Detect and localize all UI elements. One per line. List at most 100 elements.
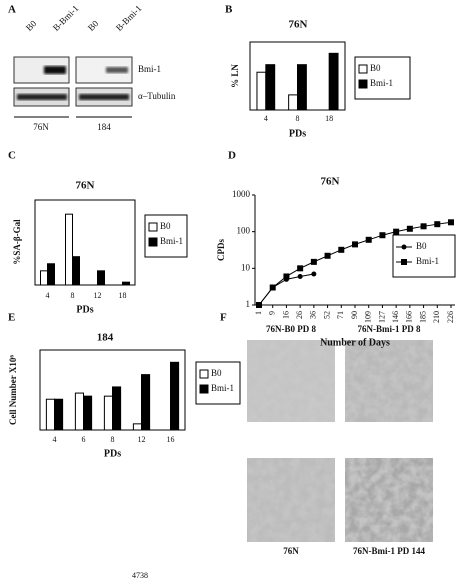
caption: 76N-B0 PD 8 xyxy=(266,324,316,334)
bar xyxy=(265,64,276,111)
x-tick-label: 18 xyxy=(325,114,333,123)
x-tick-label: 166 xyxy=(405,311,414,323)
blot-band xyxy=(44,66,66,74)
bar xyxy=(170,361,180,431)
bar xyxy=(256,71,267,111)
marker xyxy=(283,273,290,280)
marker xyxy=(324,252,331,259)
row-label: α–Tubulin xyxy=(138,91,176,101)
cell-line-label: 76N xyxy=(33,122,49,132)
legend-swatch xyxy=(358,64,368,74)
legend-label: B0 xyxy=(370,63,381,73)
x-tick-label: 185 xyxy=(418,311,427,323)
bar xyxy=(132,423,143,431)
bar xyxy=(141,374,151,431)
x-tick-label: 4 xyxy=(53,435,57,444)
legend-swatch xyxy=(199,369,209,379)
blot-band xyxy=(17,94,67,100)
panel-letter: B xyxy=(225,4,233,16)
panel-letter: A xyxy=(8,4,16,16)
caption: 76N-Bmi-1 PD 8 xyxy=(358,324,421,334)
marker xyxy=(406,225,413,232)
chart-title: 76N xyxy=(321,176,340,188)
row-label: Bmi-1 xyxy=(138,64,161,74)
bar xyxy=(103,395,113,431)
micrograph-texture xyxy=(247,458,335,542)
panel-letter: F xyxy=(220,312,227,324)
x-tick-label: 36 xyxy=(309,311,318,319)
legend-swatch xyxy=(148,222,158,232)
x-tick-label: 8 xyxy=(296,114,300,123)
chart-title: 76N xyxy=(76,180,95,192)
x-tick-label: 210 xyxy=(432,311,441,323)
lane-label: B-Bmi-1 xyxy=(114,3,144,33)
marker xyxy=(401,244,407,250)
x-tick-label: 109 xyxy=(364,311,373,323)
x-tick-label: 6 xyxy=(82,435,86,444)
panel-letter: C xyxy=(8,150,16,162)
x-tick-label: 1 xyxy=(254,311,263,315)
legend-box xyxy=(144,214,188,258)
chart-title: 76N xyxy=(289,19,308,31)
bar xyxy=(97,270,105,286)
x-tick-label: 26 xyxy=(295,311,304,319)
x-tick-label: 90 xyxy=(350,311,359,319)
bar xyxy=(45,398,56,431)
marker xyxy=(434,221,441,228)
x-tick-label: 9 xyxy=(268,311,277,315)
marker xyxy=(338,246,345,253)
x-axis-title: PDs xyxy=(289,128,306,139)
blot-band xyxy=(106,67,128,73)
x-tick-label: 52 xyxy=(322,311,331,319)
x-tick-label: 12 xyxy=(94,291,102,300)
micrograph-panel: F 76N-B0 PD 8 76N-Bmi-1 PD 8 76N 76N-Bmi… xyxy=(220,312,433,556)
lane-label: B0 xyxy=(86,18,101,33)
x-tick-label: 226 xyxy=(446,311,455,323)
marker xyxy=(379,232,386,239)
x-tick-label: 16 xyxy=(167,435,175,444)
lane-label: B-Bmi-1 xyxy=(51,3,81,33)
x-tick-label: 18 xyxy=(119,291,127,300)
x-tick-label: 16 xyxy=(281,311,290,319)
marker xyxy=(297,273,303,279)
plot-frame xyxy=(34,199,136,286)
legend-swatch xyxy=(199,384,209,394)
marker xyxy=(365,236,372,243)
y-tick-label: 1 xyxy=(246,299,251,309)
x-tick-label: 12 xyxy=(138,435,146,444)
legend-label: Bmi-1 xyxy=(370,78,393,88)
y-tick-label: 100 xyxy=(237,226,251,236)
caption: 76N-Bmi-1 PD 144 xyxy=(353,546,425,556)
lane-label: B0 xyxy=(24,18,39,33)
legend-label: B0 xyxy=(211,368,222,378)
panel-letter: E xyxy=(8,312,15,324)
x-tick-label: 8 xyxy=(111,435,115,444)
x-axis-title: PDs xyxy=(104,448,121,459)
y-axis-title: %SA-β-Gal xyxy=(12,219,22,265)
marker xyxy=(420,223,427,230)
legend-label: B0 xyxy=(416,241,427,251)
y-axis-title: CPDs xyxy=(216,239,226,261)
micrograph-texture xyxy=(345,340,433,422)
legend-box xyxy=(392,234,456,278)
panel-letter: D xyxy=(228,150,236,162)
legend-label: Bmi-1 xyxy=(416,256,439,266)
marker xyxy=(401,259,407,265)
marker xyxy=(352,241,358,248)
micrograph-texture xyxy=(345,458,433,542)
bar xyxy=(112,386,122,431)
bar xyxy=(328,52,339,111)
chart-title: 184 xyxy=(97,332,114,344)
marker xyxy=(310,258,317,265)
x-tick-label: 4 xyxy=(264,114,268,123)
bar xyxy=(54,398,64,431)
x-axis-title: PDs xyxy=(76,304,93,315)
page-number: 4738 xyxy=(132,571,148,580)
caption: 76N xyxy=(283,546,299,556)
bar xyxy=(74,392,84,431)
marker xyxy=(256,302,262,308)
cell-line-label: 184 xyxy=(97,122,111,132)
bar xyxy=(83,395,93,431)
bar xyxy=(65,213,73,286)
x-tick-label: 127 xyxy=(377,311,386,323)
